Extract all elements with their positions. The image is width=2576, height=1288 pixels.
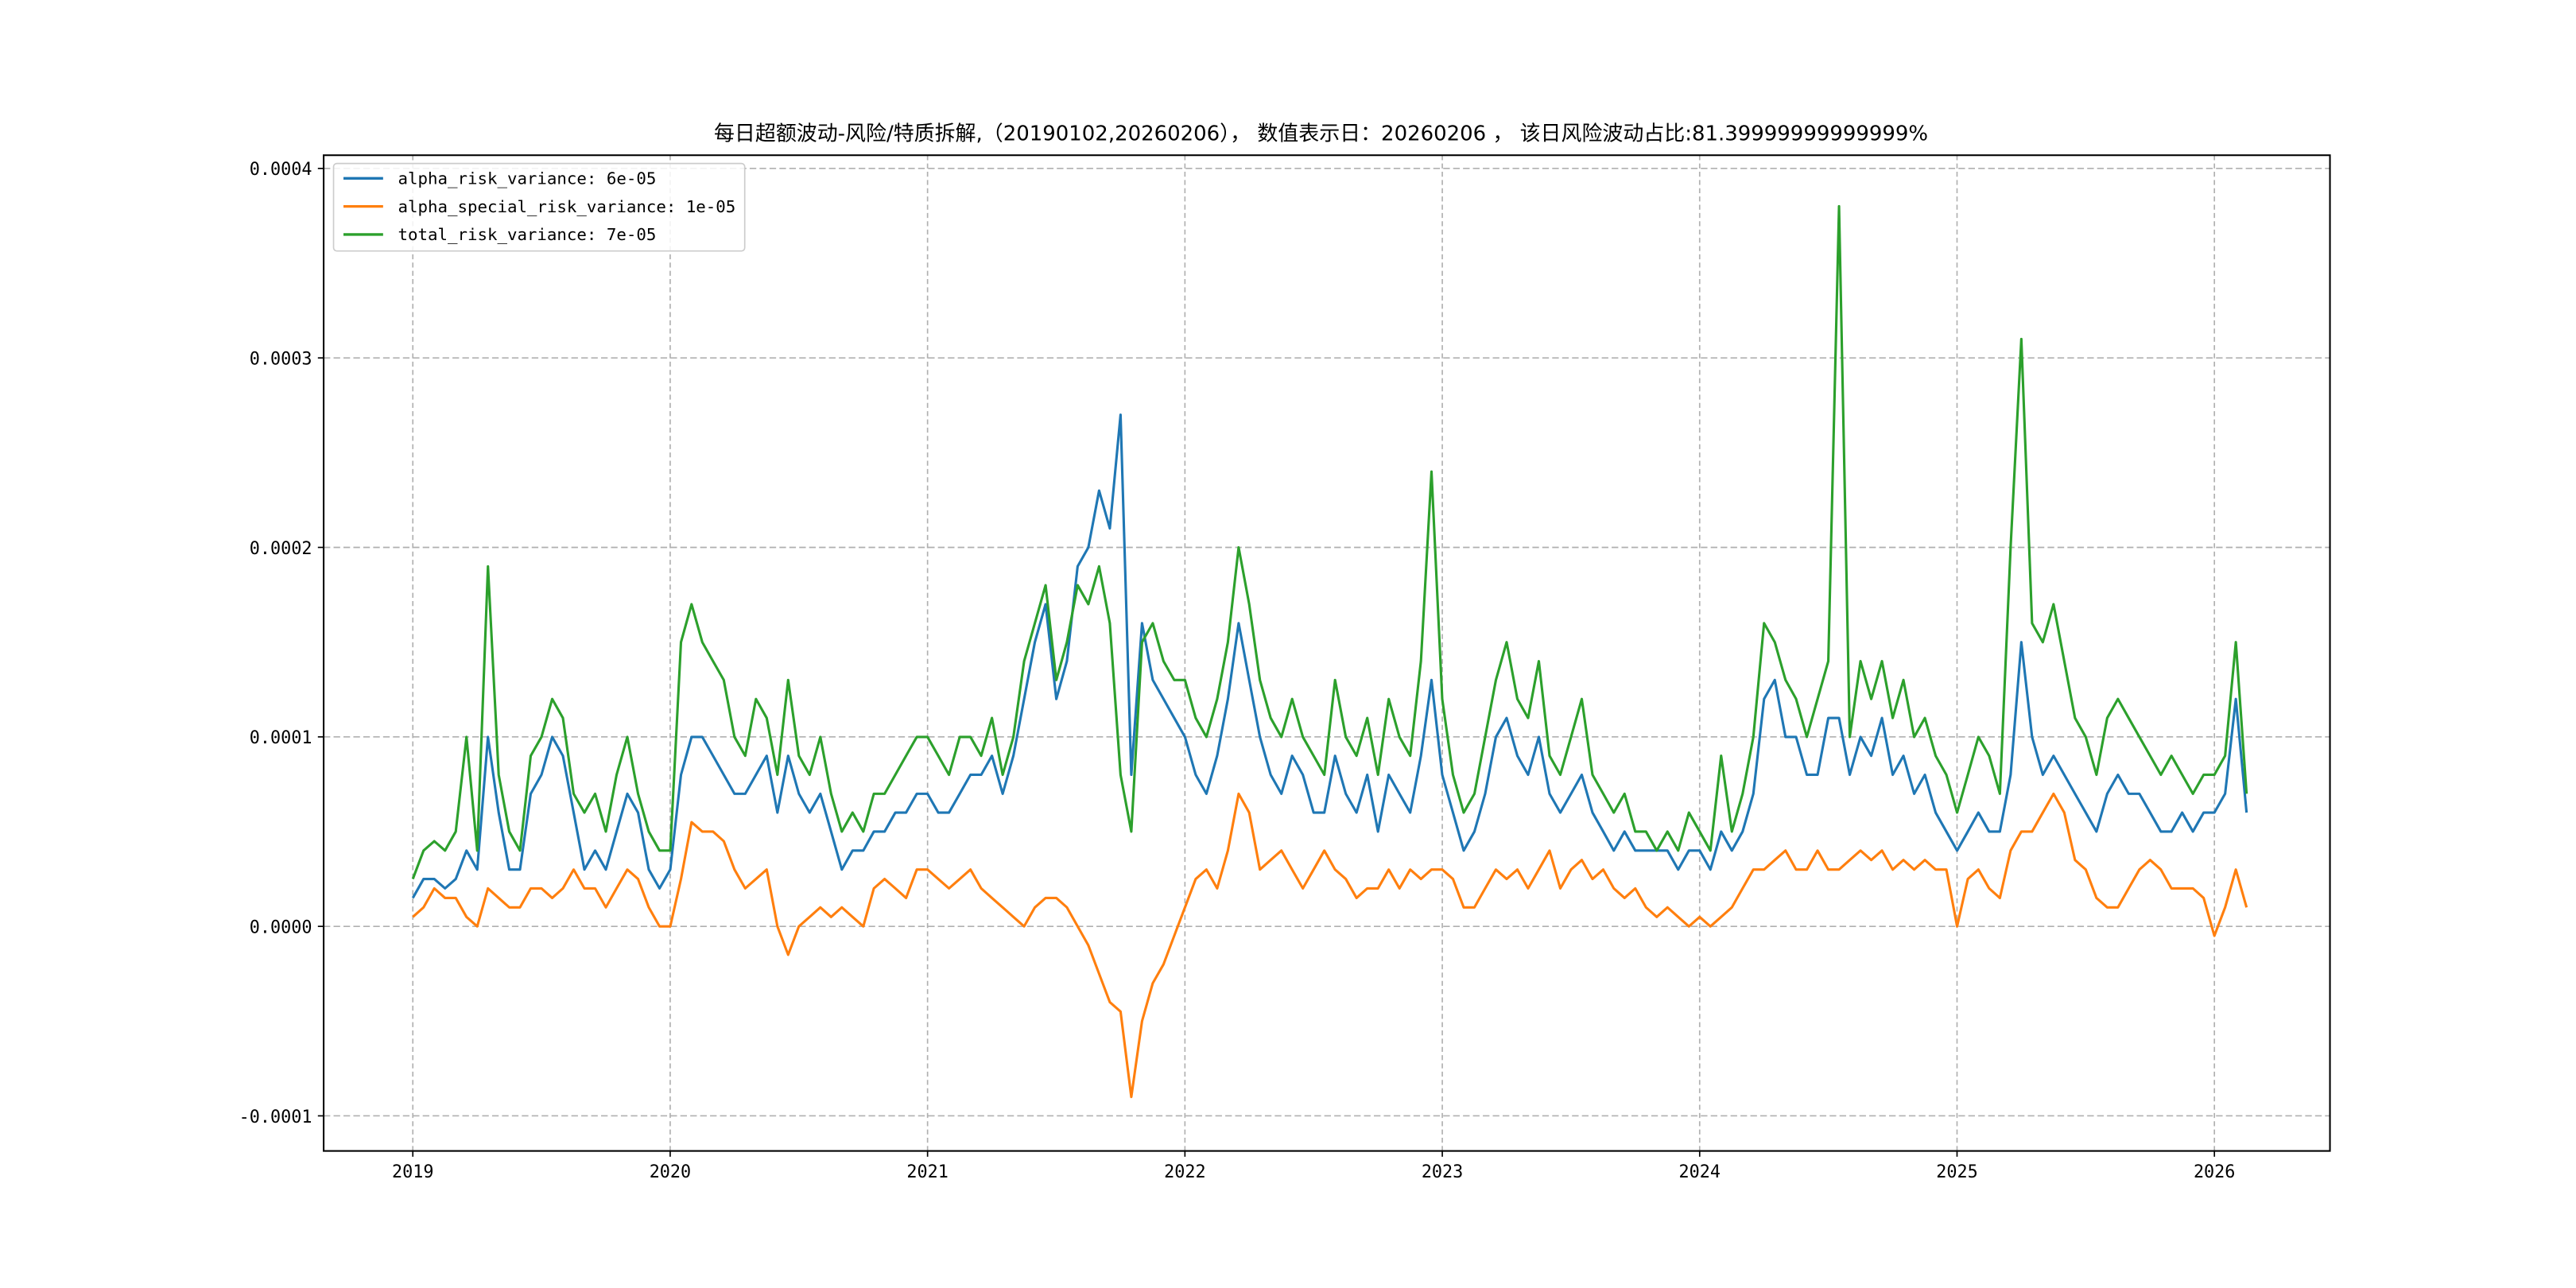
y-axis: -0.0001 0.0000 0.0001 0.0002 0.0003 0.0004 bbox=[239, 160, 324, 1127]
y-tick-label: -0.0001 bbox=[239, 1108, 312, 1127]
legend-label-alpha-risk: alpha_risk_variance: 6e-05 bbox=[398, 169, 657, 188]
x-tick-label: 2026 bbox=[2194, 1162, 2236, 1182]
x-tick-label: 2021 bbox=[906, 1162, 948, 1182]
legend: alpha_risk_variance: 6e-05 alpha_special… bbox=[332, 162, 746, 252]
series-line-alpha-special-risk-variance bbox=[412, 792, 2248, 1099]
y-tick-label: 0.0002 bbox=[250, 539, 312, 559]
legend-label-alpha-special-risk: alpha_special_risk_variance: 1e-05 bbox=[398, 197, 736, 216]
x-tick-label: 2020 bbox=[650, 1162, 691, 1182]
x-tick-label: 2025 bbox=[1936, 1162, 1978, 1182]
series-line-total-risk-variance bbox=[411, 204, 2248, 880]
y-tick-label: 0.0004 bbox=[250, 160, 312, 180]
grid bbox=[324, 155, 2330, 1151]
legend-label-total-risk: total_risk_variance: 7e-05 bbox=[398, 225, 657, 244]
y-tick-label: 0.0000 bbox=[250, 918, 312, 937]
x-axis: 2019 2020 2021 2022 2023 2024 2025 2026 bbox=[392, 1150, 2236, 1182]
legend-box bbox=[332, 162, 746, 252]
y-tick-label: 0.0001 bbox=[250, 728, 312, 748]
x-tick-label: 2024 bbox=[1679, 1162, 1721, 1182]
x-tick-label: 2023 bbox=[1422, 1162, 1464, 1182]
series-line-alpha-risk-variance bbox=[411, 413, 2248, 899]
x-tick-label: 2022 bbox=[1164, 1162, 1206, 1182]
axes-frame bbox=[323, 154, 2331, 1152]
series-lines bbox=[411, 204, 2248, 1099]
x-tick-label: 2019 bbox=[392, 1162, 434, 1182]
chart-title: 每日超额波动-风险/特质拆解,（20190102,20260206）， 数值表示… bbox=[714, 122, 1928, 146]
y-tick-label: 0.0003 bbox=[250, 349, 312, 369]
